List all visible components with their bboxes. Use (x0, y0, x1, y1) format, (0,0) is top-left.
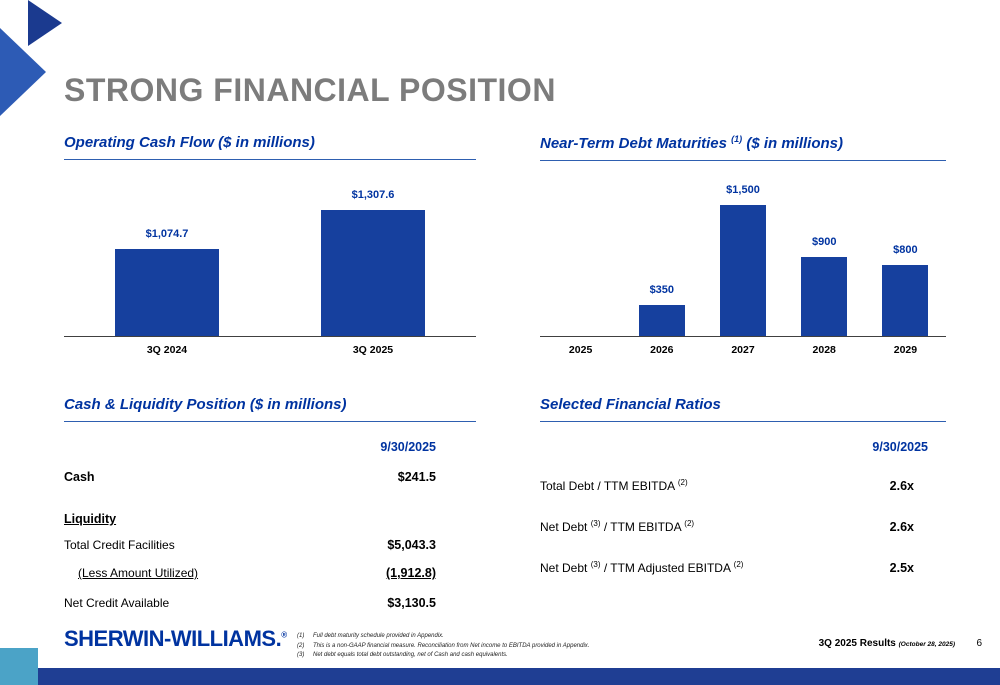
table-row: Net Credit Available $3,130.5 (64, 596, 436, 610)
category-label: 2027 (731, 344, 755, 356)
row-value: $3,130.5 (387, 596, 436, 610)
page-number: 6 (976, 638, 982, 649)
footnote-line: (3) Net debt equals total debt outstandi… (297, 651, 637, 661)
section-title-operating-cash-flow: Operating Cash Flow ($ in millions) (64, 134, 476, 160)
bar-value-label: $1,500 (726, 184, 760, 196)
section-title-suffix: ($ in millions) (742, 135, 843, 152)
logo-text: SHERWIN-WILLIAMS. (64, 626, 282, 651)
table-row: Total Debt / TTM EBITDA (2) 2.6x (540, 478, 928, 493)
chart-column: $900 (784, 184, 865, 336)
cash-liquidity-table: 9/30/2025 Cash $241.5 Liquidity Total Cr… (64, 440, 436, 610)
section-title-text: Selected Financial Ratios (540, 396, 721, 413)
ratio-value: 2.5x (889, 561, 914, 575)
table-row: Liquidity (64, 512, 436, 526)
bar-value-label: $1,307.6 (351, 189, 395, 201)
results-caption: 3Q 2025 Results (October 28, 2025) (819, 638, 955, 649)
bar-value-label: $350 (649, 284, 675, 296)
bar-value-label: $800 (893, 244, 918, 256)
column-header-date: 9/30/2025 (872, 440, 928, 454)
footnote-number: (1) (297, 633, 305, 639)
registered-mark-icon: ® (281, 630, 287, 640)
footnote-line: (1) Full debt maturity schedule provided… (297, 632, 637, 642)
chart-column (540, 184, 621, 336)
row-value: $5,043.3 (387, 538, 436, 552)
row-label: Net Credit Available (64, 596, 170, 610)
financial-ratios-table: 9/30/2025 Total Debt / TTM EBITDA (2) 2.… (540, 440, 928, 575)
corner-square-accent (0, 648, 38, 685)
table-row: Cash $241.5 (64, 470, 436, 484)
x-axis-labels: 3Q 2024 3Q 2025 (64, 344, 476, 356)
bar (638, 305, 685, 336)
row-label: Total Credit Facilities (64, 538, 175, 552)
ratio-label: Net Debt (3) / TTM EBITDA (2) (540, 519, 695, 534)
corner-chevron-light-icon (0, 28, 46, 116)
column-header-date: 9/30/2025 (380, 440, 436, 454)
table-row: (Less Amount Utilized) (1,912.8) (64, 566, 436, 580)
footnote-ref: (2) (677, 478, 688, 487)
table-row: Net Debt (3) / TTM EBITDA (2) 2.6x (540, 519, 928, 534)
row-label: Liquidity (64, 512, 117, 526)
section-title-text: Operating Cash Flow ($ in millions) (64, 134, 315, 151)
results-date: (October 28, 2025) (898, 641, 955, 648)
footer-bar (0, 668, 1000, 685)
ratio-label: Total Debt / TTM EBITDA (2) (540, 478, 688, 493)
category-label: 2026 (650, 344, 674, 356)
footnote-ref-1: (1) (731, 134, 743, 144)
category-label: 2029 (893, 344, 918, 356)
row-label: (Less Amount Utilized) (78, 566, 199, 580)
row-value: (1,912.8) (385, 566, 436, 580)
ratio-label: Net Debt (3) / TTM Adjusted EBITDA (2) (540, 560, 744, 575)
plot-area: $1,074.7 $1,307.6 (64, 184, 476, 336)
footnote-text: Net debt equals total debt outstanding, … (313, 652, 508, 659)
x-axis-line (64, 336, 476, 337)
bar (321, 210, 425, 336)
section-title-text: Cash & Liquidity Position ($ in millions… (64, 396, 347, 413)
section-title-cash-liquidity: Cash & Liquidity Position ($ in millions… (64, 396, 476, 422)
x-axis-labels: 2025 2026 2027 2028 2029 (540, 344, 946, 356)
footnote-text: This is a non-GAAP financial measure. Re… (313, 642, 590, 649)
category-label: 2025 (568, 344, 593, 356)
chart-column: $800 (865, 184, 946, 336)
table-row: Total Credit Facilities $5,043.3 (64, 538, 436, 552)
table-row: Net Debt (3) / TTM Adjusted EBITDA (2) 2… (540, 560, 928, 575)
footnotes: (1) Full debt maturity schedule provided… (297, 632, 637, 661)
chart-column: $1,500 (702, 184, 783, 336)
footnote-text: Full debt maturity schedule provided in … (313, 633, 444, 639)
category-label: 3Q 2024 (146, 344, 188, 356)
bar (720, 205, 766, 336)
footnote-ref: (2) (684, 519, 695, 528)
row-label: Cash (64, 470, 95, 484)
bar (115, 249, 219, 336)
chart-column: $1,074.7 (64, 184, 270, 336)
bar-value-label: $1,074.7 (145, 228, 189, 240)
bar (801, 257, 848, 336)
section-title-debt-maturities: Near-Term Debt Maturities (1) ($ in mill… (540, 134, 946, 161)
plot-area: $350 $1,500 $900 $800 (540, 184, 946, 336)
bar (882, 265, 929, 336)
page-title: STRONG FINANCIAL POSITION (64, 72, 556, 108)
row-value: $241.5 (397, 470, 436, 484)
ratio-value: 2.6x (889, 520, 914, 534)
operating-cash-flow-chart: $1,074.7 $1,307.6 3Q 2024 3Q 2025 (64, 184, 476, 356)
footnote-ref: (2) (733, 560, 744, 569)
corner-chevron-dark-icon (28, 0, 62, 46)
footnote-number: (3) (297, 652, 305, 659)
results-label: 3Q 2025 Results (818, 638, 896, 649)
bar-value-label: $900 (811, 236, 837, 248)
ratio-value: 2.6x (889, 479, 914, 493)
category-label: 2028 (812, 344, 836, 356)
chart-column: $350 (621, 184, 702, 336)
category-label: 3Q 2025 (352, 344, 394, 356)
footnote-line: (2) This is a non-GAAP financial measure… (297, 642, 637, 652)
footnote-ref: (3) (590, 519, 601, 528)
section-title-financial-ratios: Selected Financial Ratios (540, 396, 946, 422)
sherwin-williams-logo: SHERWIN-WILLIAMS.® (64, 626, 287, 652)
footnote-ref: (3) (590, 560, 601, 569)
footnote-number: (2) (297, 642, 305, 649)
chart-column: $1,307.6 (270, 184, 476, 336)
x-axis-line (540, 336, 946, 337)
debt-maturities-chart: $350 $1,500 $900 $800 2025 2026 2027 2028 2029 (540, 184, 946, 356)
section-title-text: Near-Term Debt Maturities (540, 135, 732, 152)
